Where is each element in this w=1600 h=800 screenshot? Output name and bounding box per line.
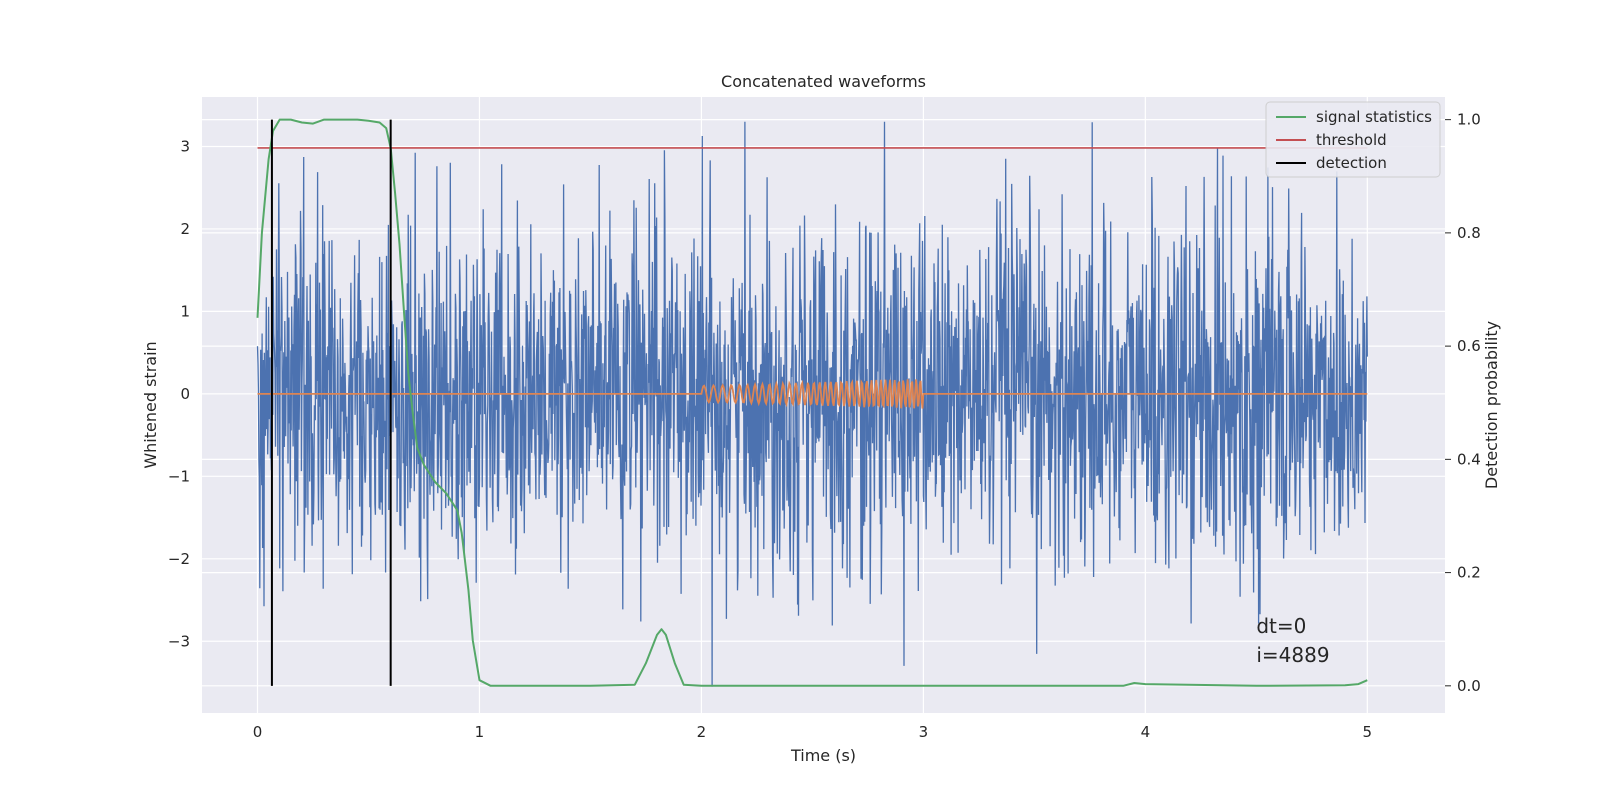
annotation-dt: dt=0 xyxy=(1256,614,1306,638)
y-tick-label: −3 xyxy=(168,632,190,650)
annotations: dt=0 i=4889 xyxy=(1256,614,1329,667)
annotation-i: i=4889 xyxy=(1256,643,1329,667)
y-axis-label: Whitened strain xyxy=(141,341,160,468)
y2-tick-label: 0.4 xyxy=(1457,450,1481,468)
chart-title: Concatenated waveforms xyxy=(721,72,926,91)
y2-tick-label: 1.0 xyxy=(1457,111,1481,129)
legend-box xyxy=(1265,101,1441,178)
legend-label-1: threshold xyxy=(1316,131,1387,149)
legend-label-2: detection xyxy=(1316,154,1387,172)
y-tick-label: −1 xyxy=(168,467,190,485)
y-tick-label: 3 xyxy=(180,137,190,155)
x-axis-label: Time (s) xyxy=(790,746,856,765)
y-tick-label: 1 xyxy=(180,302,190,320)
y2-tick-label: 0.2 xyxy=(1457,564,1481,582)
x-tick-label: 4 xyxy=(1141,723,1151,741)
x-tick-label: 2 xyxy=(697,723,707,741)
injection-series-line xyxy=(257,379,1368,409)
y-axis-right: 0.0 0.2 0.4 0.6 0.8 1.0 xyxy=(1445,111,1481,695)
y2-axis-label: Detection probability xyxy=(1482,321,1501,489)
legend: signal statistics threshold detection xyxy=(1265,101,1441,178)
y2-tick-label: 0.8 xyxy=(1457,224,1481,242)
y2-tick-label: 0.0 xyxy=(1457,677,1481,695)
x-tick-label: 0 xyxy=(253,723,263,741)
y-tick-label: −2 xyxy=(168,550,190,568)
x-tick-label: 3 xyxy=(919,723,929,741)
y-tick-label: 2 xyxy=(180,220,190,238)
y2-tick-label: 0.6 xyxy=(1457,337,1481,355)
signal-statistics-line xyxy=(256,118,1368,687)
x-tick-label: 1 xyxy=(475,723,485,741)
legend-label-0: signal statistics xyxy=(1316,108,1432,126)
x-tick-label: 5 xyxy=(1363,723,1373,741)
plot-marks xyxy=(256,118,1368,687)
x-axis: 0 1 2 3 4 5 xyxy=(253,723,1372,741)
y-tick-label: 0 xyxy=(180,385,190,403)
y-axis-left: −3 −2 −1 0 1 2 3 xyxy=(168,137,190,650)
